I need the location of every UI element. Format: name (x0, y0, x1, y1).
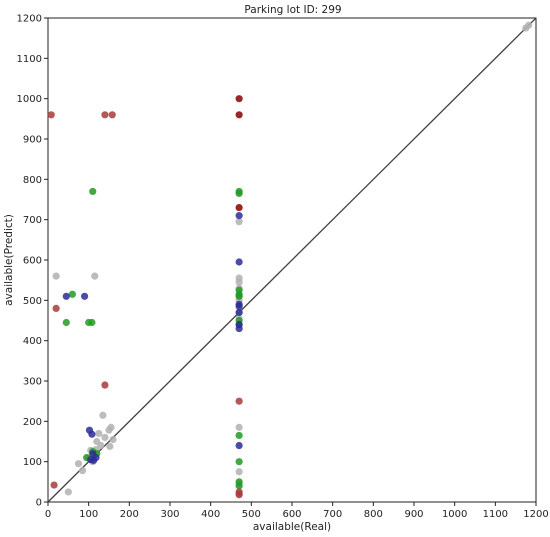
x-tick-label: 1100 (483, 509, 508, 520)
data-point (235, 308, 243, 317)
data-point (235, 302, 243, 310)
x-tick-label: 1000 (442, 509, 467, 520)
axis-ticks: 0 100 200 300 400 500 600 700 800 900 1000 1100 1200… (17, 14, 549, 521)
y-tick-label: 800 (23, 175, 42, 186)
y-tick-label: 100 (23, 457, 42, 468)
data-point (109, 435, 117, 444)
data-point (99, 411, 107, 419)
data-point (235, 218, 243, 226)
y-axis-label: available(Predict) (3, 214, 15, 306)
data-point (101, 111, 109, 119)
y-tick-label: 1200 (17, 14, 42, 25)
data-point (88, 430, 96, 438)
data-point (235, 468, 243, 476)
y-tick-label: 500 (23, 296, 42, 307)
data-point (235, 441, 243, 450)
data-point (235, 324, 243, 333)
data-point (52, 304, 60, 312)
y-tick-label: 900 (23, 135, 42, 146)
y-tick-label: 300 (23, 377, 42, 388)
data-point (235, 258, 243, 266)
chart-title: Parking lot ID: 299 (244, 4, 341, 16)
data-point (47, 111, 55, 119)
x-tick-label: 0 (45, 509, 51, 520)
x-axis-label: available(Real) (253, 521, 331, 533)
x-tick-label: 900 (404, 509, 423, 520)
data-point (235, 491, 243, 499)
data-point (91, 272, 99, 280)
x-tick-label: 400 (201, 509, 220, 520)
y-tick-label: 700 (23, 215, 42, 226)
data-point (89, 187, 97, 196)
data-point (74, 460, 83, 468)
data-point (106, 442, 114, 450)
x-tick-label: 600 (282, 509, 301, 520)
data-point (78, 466, 87, 475)
data-point (235, 397, 243, 405)
y-tick-label: 0 (36, 498, 42, 509)
data-point (235, 431, 243, 440)
data-point (88, 318, 96, 327)
data-point (235, 482, 243, 490)
data-point (235, 278, 243, 286)
y-tick-label: 200 (23, 417, 42, 428)
x-tick-label: 1200 (523, 509, 548, 520)
data-point (97, 441, 105, 450)
data-point (108, 111, 116, 119)
data-point (235, 423, 243, 431)
y-tick-label: 1100 (17, 54, 42, 65)
data-point (235, 212, 243, 220)
data-point (235, 111, 243, 119)
data-point (50, 481, 58, 489)
data-point (52, 272, 60, 280)
y-tick-label: 400 (23, 336, 42, 347)
reference-line (47, 17, 537, 503)
x-tick-label: 500 (242, 509, 261, 520)
data-points (47, 21, 533, 499)
data-point (64, 488, 72, 496)
y-tick-label: 1000 (17, 94, 42, 105)
x-tick-label: 700 (323, 509, 342, 520)
x-tick-label: 800 (364, 509, 383, 520)
data-point (81, 292, 89, 300)
data-point (235, 458, 243, 466)
data-point (92, 454, 100, 462)
data-point (235, 203, 243, 212)
data-point (101, 381, 109, 389)
x-tick-label: 300 (160, 509, 179, 520)
data-point (95, 429, 103, 438)
data-point (101, 433, 109, 442)
data-point (235, 95, 243, 103)
data-point (68, 290, 76, 298)
data-point (107, 423, 115, 431)
data-point (235, 189, 243, 198)
x-tick-label: 200 (120, 509, 139, 520)
x-tick-label: 100 (79, 509, 98, 520)
y-tick-label: 600 (23, 256, 42, 267)
data-point (235, 292, 243, 300)
data-point (62, 292, 70, 300)
data-point (62, 318, 70, 327)
data-point (525, 21, 533, 29)
